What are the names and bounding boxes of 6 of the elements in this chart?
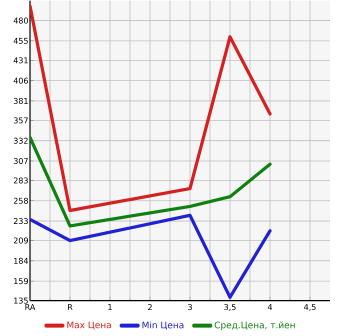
legend-label: Min Цена (142, 322, 184, 330)
line-series (30, 214, 272, 300)
legend-label: Сред.Цена, т.йен (214, 322, 295, 330)
legend-label: Max Цена (67, 322, 111, 330)
line-series (30, 136, 272, 228)
line-series (30, 4, 272, 212)
